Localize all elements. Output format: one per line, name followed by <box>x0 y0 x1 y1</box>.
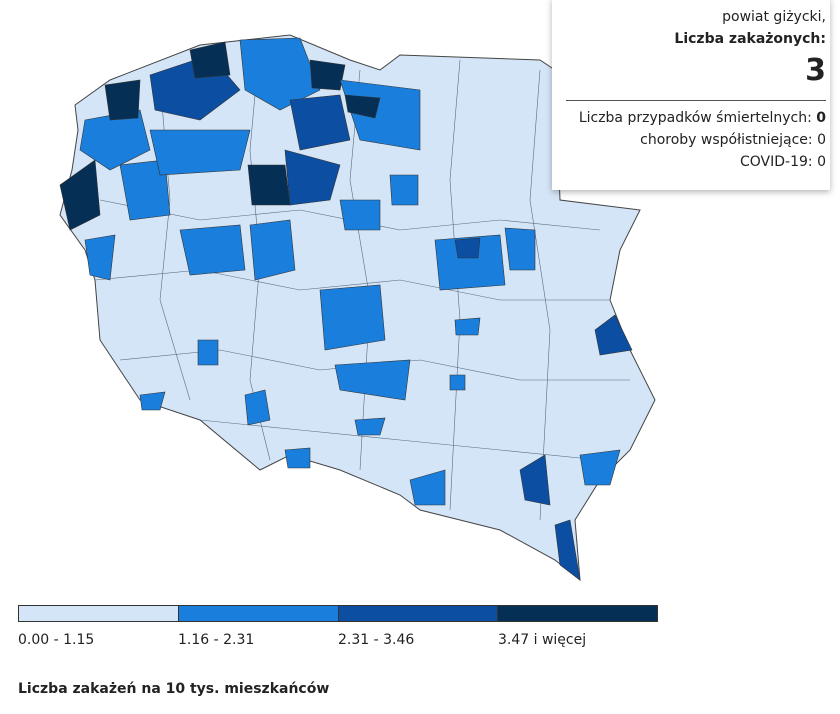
legend-bar <box>18 605 658 622</box>
comorbid-label: choroby współistniejące: <box>640 132 813 148</box>
comorbid-row: choroby współistniejące: 0 <box>566 129 826 151</box>
legend-title: Liczba zakażeń na 10 tys. mieszkańców <box>18 681 330 697</box>
legend-swatch <box>178 606 339 621</box>
legend-swatch <box>498 606 657 621</box>
deaths-value: 0 <box>816 110 826 126</box>
legend-swatch <box>338 606 499 621</box>
covid-row: COVID-19: 0 <box>566 151 826 173</box>
legend-label: 2.31 - 3.46 <box>338 632 415 648</box>
covid-value: 0 <box>817 154 826 170</box>
cases-label: Liczba zakażonych: <box>674 31 826 47</box>
comorbid-value: 0 <box>817 132 826 148</box>
tooltip: powiat giżycki, Liczba zakażonych: 3 Lic… <box>552 0 830 190</box>
cases-value: 3 <box>805 53 826 88</box>
legend: 0.00 - 1.15 1.16 - 2.31 2.31 - 3.46 3.47 i … <box>18 605 658 648</box>
highlighted-counties <box>59 37 633 581</box>
covid-label: COVID-19: <box>740 154 813 170</box>
legend-label: 0.00 - 1.15 <box>18 632 95 648</box>
divider <box>566 100 826 101</box>
legend-label: 3.47 i więcej <box>498 632 587 648</box>
deaths-label: Liczba przypadków śmiertelnych: <box>578 110 812 126</box>
region-name: powiat giżycki, <box>722 9 826 25</box>
legend-label: 1.16 - 2.31 <box>178 632 255 648</box>
map <box>59 34 656 582</box>
deaths-row: Liczba przypadków śmiertelnych: 0 <box>566 107 826 129</box>
legend-swatch <box>19 606 179 621</box>
legend-labels: 0.00 - 1.15 1.16 - 2.31 2.31 - 3.46 3.47 i … <box>18 632 658 648</box>
